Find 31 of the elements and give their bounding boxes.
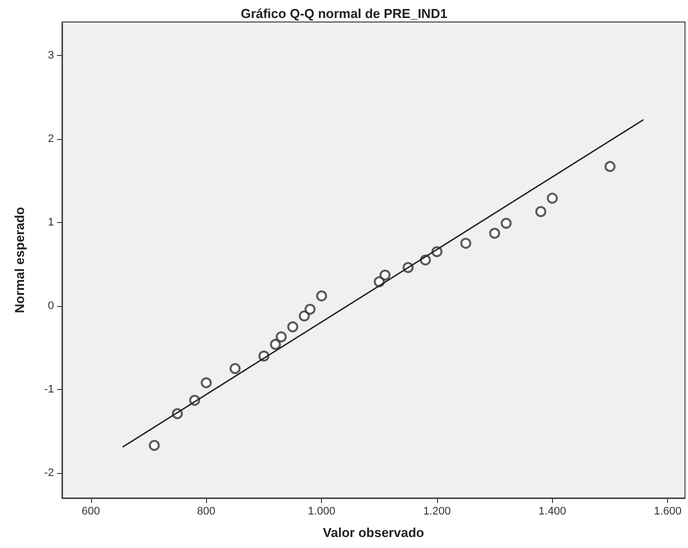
point — [276, 331, 287, 342]
y-axis-title: Normal esperado — [12, 206, 27, 314]
point — [489, 228, 500, 239]
y-tick-label: -2 — [44, 466, 54, 479]
point — [200, 377, 212, 388]
point — [380, 270, 391, 281]
x-tick-label: 1.600 — [654, 506, 682, 518]
y-tick-label: 0 — [48, 300, 54, 312]
y-tick-label: 2 — [48, 132, 54, 145]
point — [148, 440, 160, 451]
chart-title: Gráfico Q-Q normal de PRE_IND1 — [240, 6, 448, 21]
point — [230, 363, 241, 374]
point — [535, 206, 546, 218]
x-tick-label: 800 — [197, 506, 216, 518]
point — [304, 304, 316, 315]
point — [500, 218, 512, 229]
point — [287, 321, 298, 332]
point — [460, 238, 472, 249]
y-tick-label: 3 — [48, 49, 54, 62]
x-tick-label: 1.400 — [538, 506, 566, 518]
x-axis-title: Valor observado — [322, 525, 424, 540]
x-tick-label: 600 — [82, 506, 100, 518]
point — [316, 290, 328, 302]
x-tick-label: 1.000 — [308, 506, 336, 518]
point — [298, 310, 310, 322]
point — [270, 338, 281, 350]
point — [546, 192, 558, 204]
y-tick-label: -1 — [44, 383, 54, 396]
y-tick-label: 1 — [48, 216, 54, 228]
x-tick-label: 1.200 — [423, 506, 451, 518]
point — [604, 160, 616, 172]
